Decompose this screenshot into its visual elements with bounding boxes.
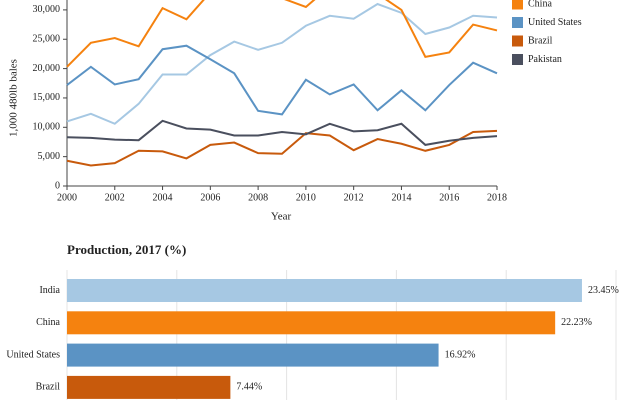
chart-title: Production, 2017 (%) [67, 242, 186, 257]
category-label: Brazil [36, 382, 61, 393]
y-axis-title: 1,000 480lb bales [8, 59, 20, 137]
value-label: 22.23% [561, 317, 592, 328]
x-tick-label: 2000 [57, 192, 77, 203]
x-tick-label: 2016 [439, 192, 459, 203]
x-tick-label: 2004 [153, 192, 173, 203]
bar [67, 279, 582, 302]
legend-swatch [512, 35, 523, 47]
x-tick-label: 2018 [487, 192, 507, 203]
category-label: India [39, 285, 60, 296]
legend-label: Pakistan [528, 54, 562, 65]
legend-label: Brazil [528, 35, 553, 46]
legend-label: United States [528, 17, 582, 28]
category-label: United States [6, 349, 60, 360]
y-tick-label: 10,000 [33, 122, 61, 133]
x-tick-label: 2012 [344, 192, 364, 203]
value-label: 23.45% [588, 285, 619, 296]
y-tick-label: 15,000 [33, 92, 61, 103]
line-series [66, 0, 498, 68]
y-tick-label: 5,000 [38, 151, 61, 162]
bar [67, 343, 439, 367]
y-tick-label: 25,000 [33, 34, 61, 45]
value-label: 16.92% [445, 349, 476, 360]
category-label: China [36, 317, 60, 328]
line-series [66, 119, 498, 146]
x-tick-label: 2002 [105, 192, 125, 203]
bar [67, 311, 556, 335]
x-tick-label: 2006 [200, 192, 220, 203]
x-axis-title: Year [271, 211, 292, 223]
bar [67, 375, 231, 399]
x-tick-label: 2014 [391, 192, 411, 203]
legend-label: China [528, 0, 552, 9]
line-series [66, 129, 498, 167]
y-tick-label: 0 [55, 180, 60, 191]
line-series [66, 44, 498, 116]
x-tick-label: 2008 [248, 192, 268, 203]
y-tick-label: 20,000 [33, 63, 61, 74]
legend-swatch [512, 17, 523, 28]
x-tick-label: 2010 [296, 192, 316, 203]
value-label: 7.44% [236, 382, 262, 393]
legend-swatch [512, 54, 523, 65]
legend-swatch [512, 0, 523, 10]
y-tick-label: 30,000 [33, 4, 61, 15]
line-series [66, 2, 498, 125]
